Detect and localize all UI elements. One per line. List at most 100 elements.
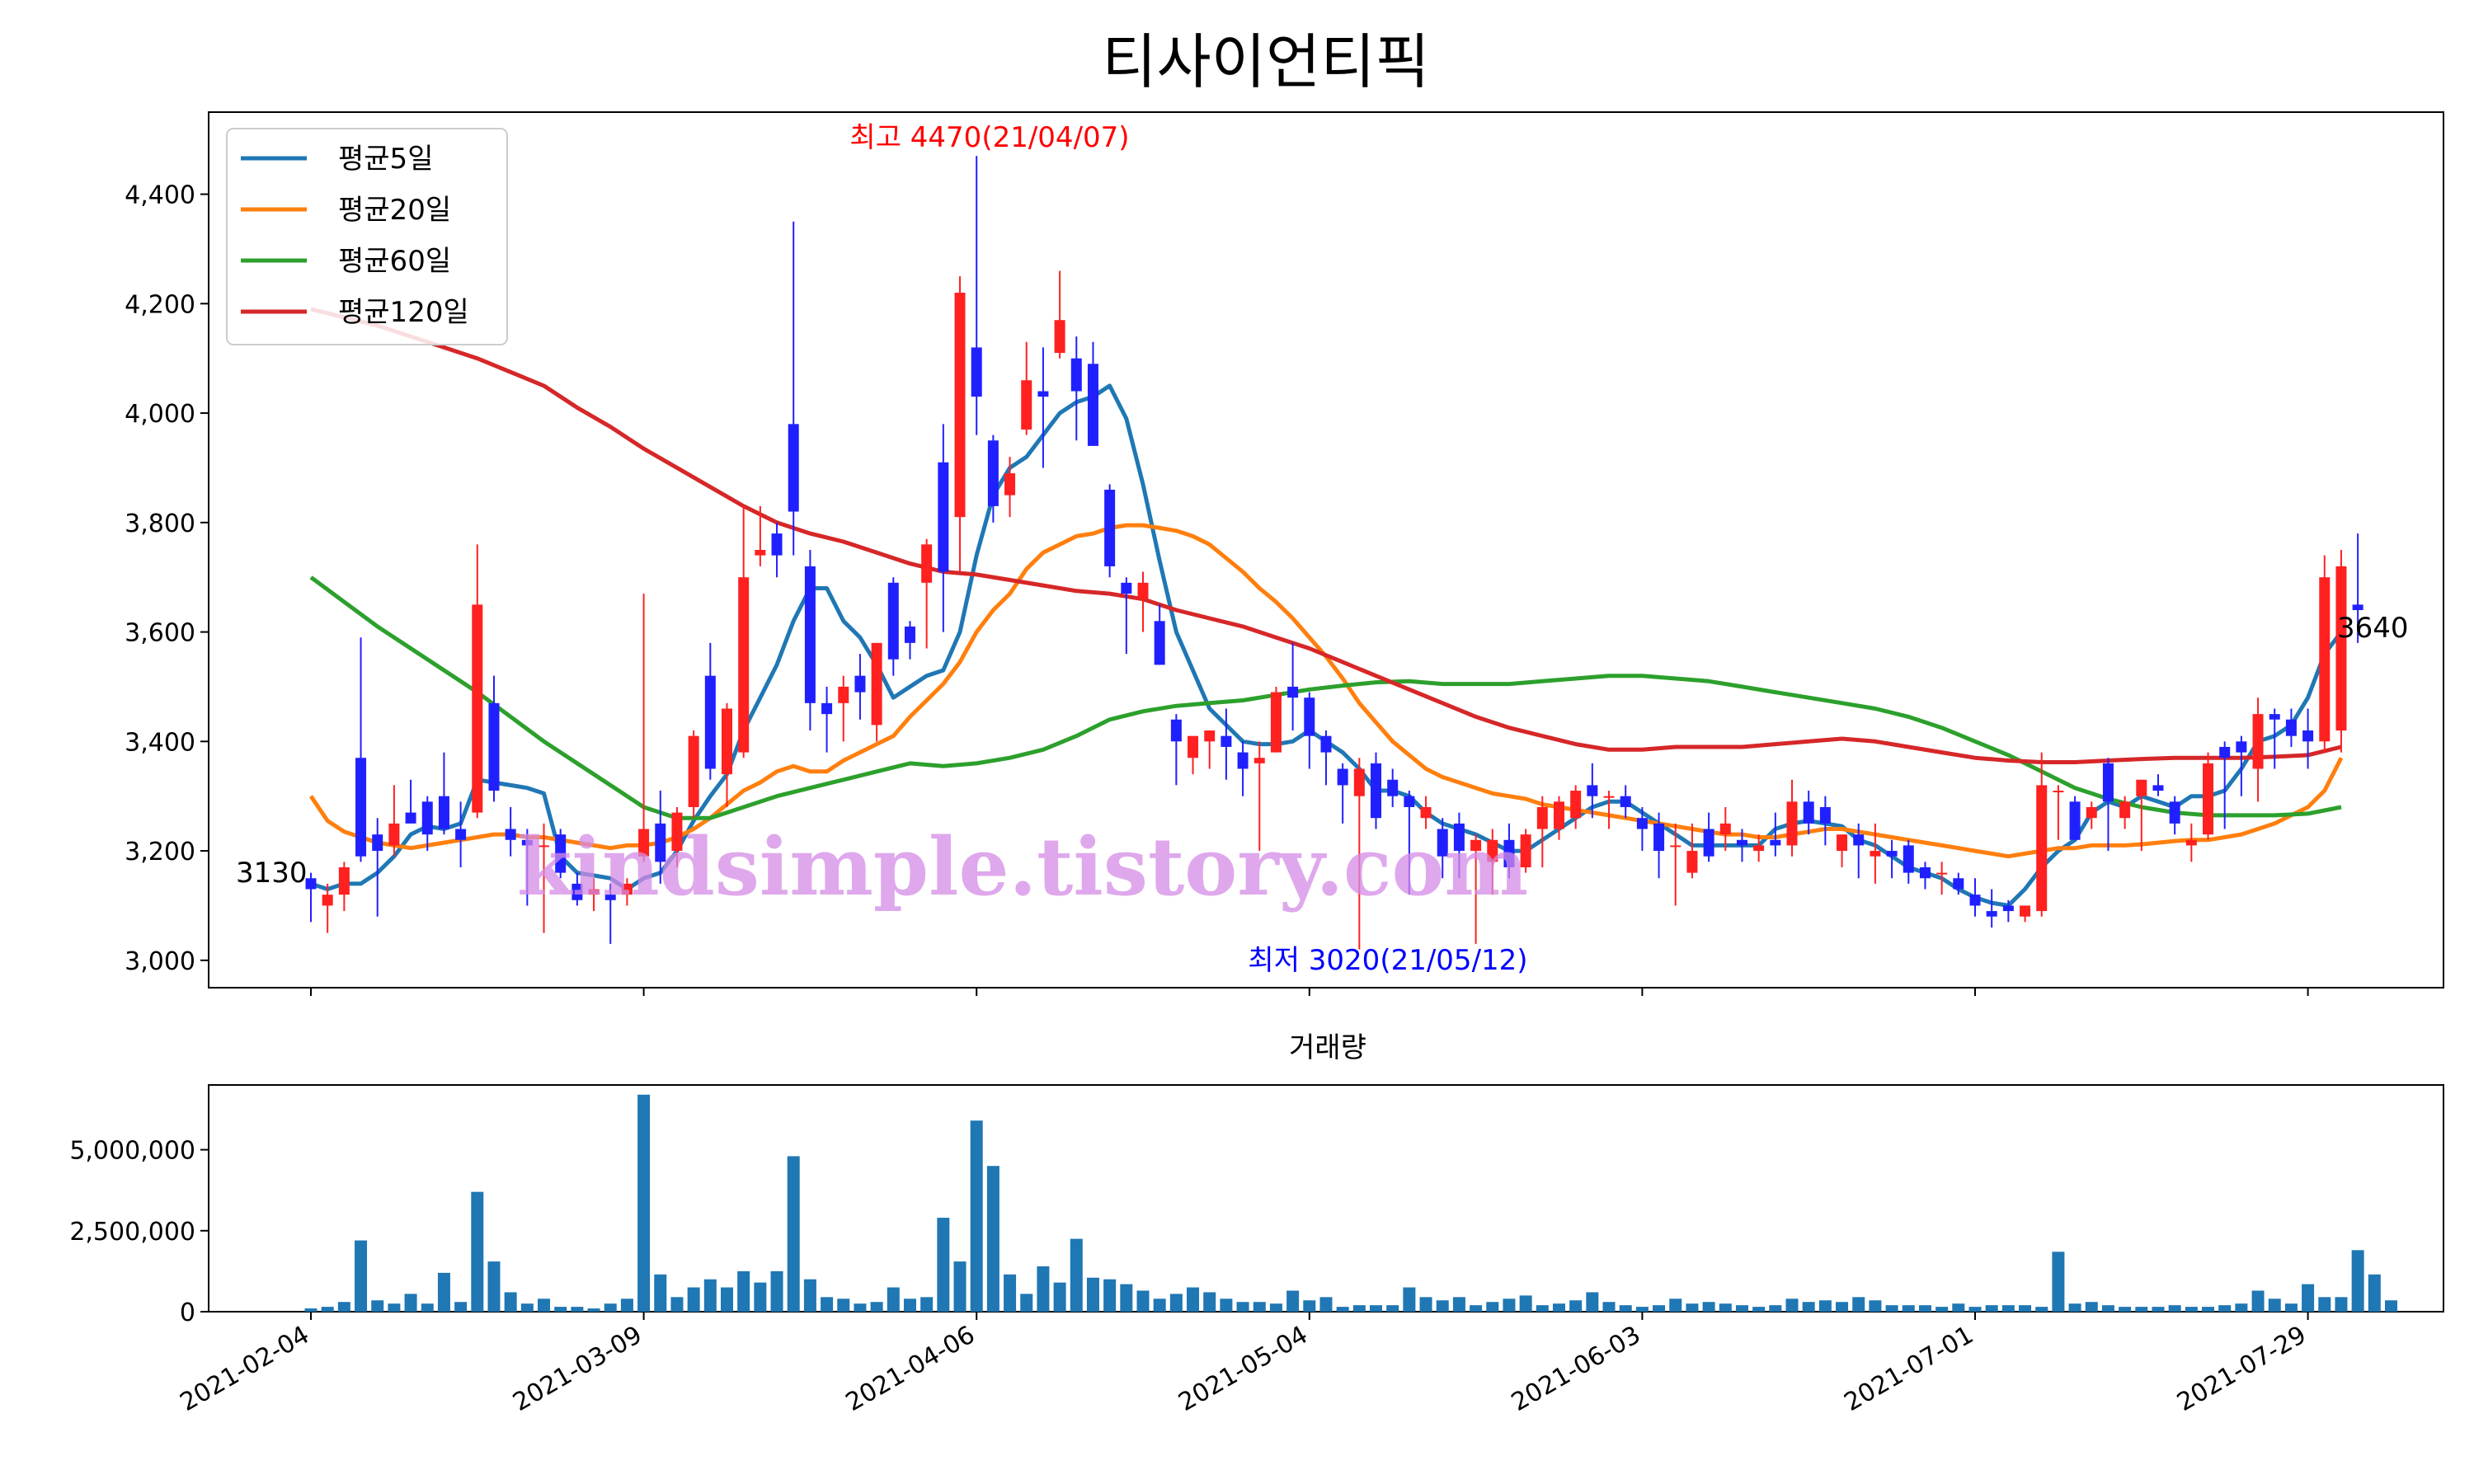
low-annotation: 최저 3020(21/05/12): [1248, 944, 1527, 977]
candle-body: [1903, 845, 1914, 873]
price-y-axis: 3,000 3,200 3,400 3,600 3,800 4,000 4,200 4,400: [125, 181, 209, 976]
volume-bar: [388, 1303, 401, 1312]
legend-label-ma5: 평균5일: [338, 143, 433, 176]
volume-bar: [1852, 1297, 1865, 1312]
volume-bar: [2235, 1303, 2248, 1312]
candle: [1670, 823, 1681, 906]
candle: [1170, 714, 1182, 786]
candle-body: [1603, 796, 1615, 798]
candle: [1404, 791, 1415, 895]
candle: [1936, 862, 1948, 895]
candle: [2002, 899, 2014, 923]
candle: [1870, 823, 1881, 884]
volume-bar: [770, 1270, 783, 1312]
volume-bar: [1985, 1305, 1998, 1312]
candle-body: [455, 829, 467, 840]
volume-bar: [1719, 1303, 1732, 1312]
volume-bar: [986, 1166, 999, 1312]
volume-bar: [604, 1303, 617, 1312]
volume-bar: [821, 1297, 834, 1312]
candle-body: [638, 829, 650, 857]
volume-bar: [371, 1300, 384, 1312]
candle: [1270, 686, 1282, 753]
candle-body: [655, 823, 666, 862]
volume-bar: [1303, 1300, 1316, 1312]
candle: [1837, 834, 1848, 867]
candle: [1503, 823, 1515, 879]
candle-body: [1420, 806, 1432, 819]
legend: 평균5일 평균20일 평균60일 평균120일: [226, 128, 508, 345]
volume-bar: [304, 1308, 317, 1312]
candle: [1819, 796, 1831, 846]
volume-bar: [1253, 1302, 1266, 1312]
volume-bar: [1486, 1302, 1499, 1312]
candle-body: [738, 577, 750, 753]
candle-body: [1253, 758, 1265, 763]
candle: [372, 818, 383, 917]
candle-body: [2002, 905, 2014, 912]
candle: [1570, 785, 1582, 829]
candle-body: [971, 347, 982, 397]
candle: [2152, 774, 2164, 796]
candle-body: [1204, 730, 1216, 742]
candle: [2219, 741, 2231, 829]
candle-body: [2136, 779, 2147, 796]
candle-body: [1287, 686, 1299, 698]
candle-body: [505, 829, 516, 840]
candle-body: [788, 424, 799, 512]
candle: [2319, 555, 2331, 753]
candle-body: [1387, 779, 1399, 796]
volume-bar: [2368, 1274, 2381, 1312]
candle: [1204, 730, 1216, 769]
candle: [1304, 692, 1315, 769]
volume-bars: [304, 1094, 2397, 1312]
candle: [455, 801, 467, 867]
candle: [1188, 735, 1199, 775]
volume-bar: [703, 1279, 717, 1312]
candle-body: [1870, 851, 1881, 857]
volume-bar: [504, 1292, 517, 1312]
candle: [521, 829, 533, 906]
candle-body: [2302, 730, 2314, 742]
volume-bar: [2284, 1303, 2298, 1312]
candle-body: [1936, 872, 1948, 875]
volume-bar: [1769, 1305, 1782, 1312]
candle-body: [688, 735, 699, 807]
candle-body: [1170, 719, 1182, 742]
legend-label-ma20: 평균20일: [338, 194, 451, 227]
volume-bar: [1968, 1307, 1982, 1312]
candle: [2020, 905, 2031, 923]
candle: [688, 730, 699, 819]
candle-body: [1636, 818, 1648, 829]
volume-bar: [437, 1272, 450, 1312]
candle-body: [1237, 752, 1249, 769]
candle-body: [1221, 735, 1232, 747]
ma-line-60: [309, 575, 2342, 820]
volume-bar: [1020, 1294, 1033, 1312]
volume-bar: [1702, 1302, 1715, 1312]
candle: [1803, 791, 1814, 835]
date-tick-label: 2021-07-01: [1840, 1321, 1978, 1417]
volume-bar: [1153, 1298, 1166, 1312]
candle: [1620, 785, 1631, 819]
volume-bar: [1269, 1303, 1282, 1312]
candle: [338, 862, 350, 912]
watermark-text: kindsimple.tistory.com: [517, 820, 1528, 913]
volume-bar: [1653, 1305, 1666, 1312]
candle: [1287, 642, 1299, 731]
candle-body: [1620, 796, 1631, 807]
volume-bar: [1952, 1303, 1965, 1312]
candle-body: [355, 758, 367, 857]
volume-bar: [1336, 1307, 1349, 1312]
candle: [472, 544, 483, 819]
candle: [1736, 829, 1747, 862]
candle-body: [1353, 768, 1365, 796]
candle: [1703, 812, 1714, 862]
volume-bar: [803, 1279, 816, 1312]
volume-bar: [2251, 1290, 2265, 1312]
candle-body: [854, 675, 866, 693]
candle-body: [621, 883, 633, 895]
volume-bar: [887, 1287, 900, 1312]
candle-body: [1121, 582, 1132, 594]
